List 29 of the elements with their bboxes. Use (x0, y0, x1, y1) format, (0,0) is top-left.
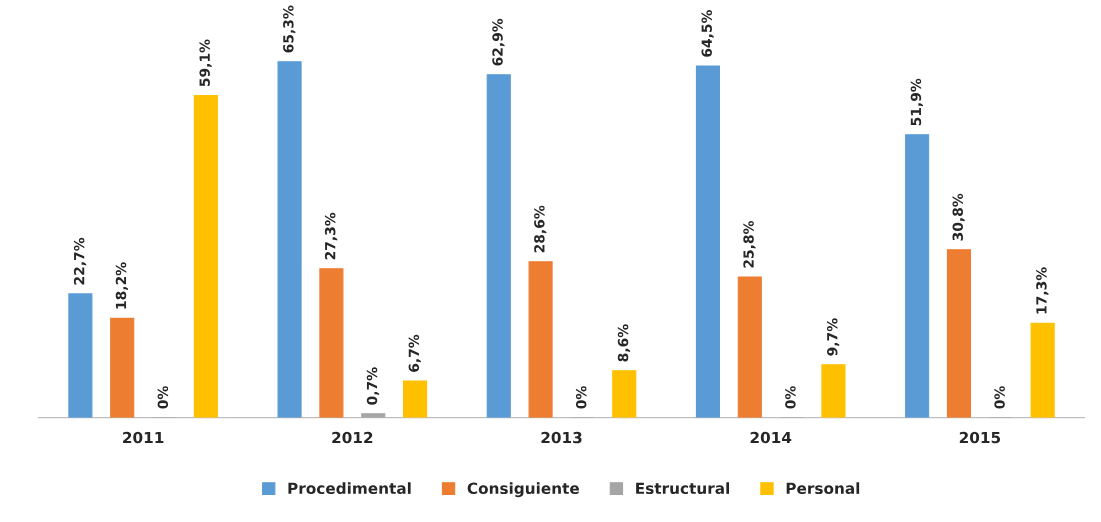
data-label: 0% (994, 386, 1005, 409)
data-label: 0% (575, 386, 587, 409)
data-label: 30,8% (952, 193, 965, 241)
data-label: 22,7% (73, 237, 87, 285)
x-tick-label: 2012 (332, 431, 373, 444)
data-label: 64,5% (701, 9, 714, 57)
data-label: 0% (157, 386, 169, 409)
data-label: 17,3% (1036, 267, 1049, 314)
data-label: 59,1% (199, 39, 212, 87)
data-label: 6,7% (408, 334, 421, 372)
data-label: 62,9% (492, 18, 505, 66)
data-label: 8,6% (617, 324, 631, 362)
data-label: 51,9% (910, 78, 923, 126)
legend-label: Estructural (636, 482, 730, 495)
data-label: 0,7% (366, 367, 380, 405)
data-label: 27,3% (324, 212, 338, 260)
data-label: 28,6% (534, 205, 547, 253)
x-tick-label: 2014 (750, 431, 792, 444)
data-label: 9,7% (826, 318, 840, 356)
x-tick-label: 2013 (541, 431, 582, 444)
data-label: 0% (785, 386, 796, 409)
x-tick-label: 2011 (123, 431, 164, 444)
data-label: 25,8% (743, 220, 756, 268)
legend-label: Procedimental (288, 482, 411, 495)
data-label: 18,2% (115, 262, 129, 309)
legend-label: Personal (786, 482, 860, 495)
legend-label: Consiguiente (467, 482, 580, 498)
x-tick-label: 2015 (959, 431, 1001, 444)
data-label: 65,3% (283, 5, 296, 53)
